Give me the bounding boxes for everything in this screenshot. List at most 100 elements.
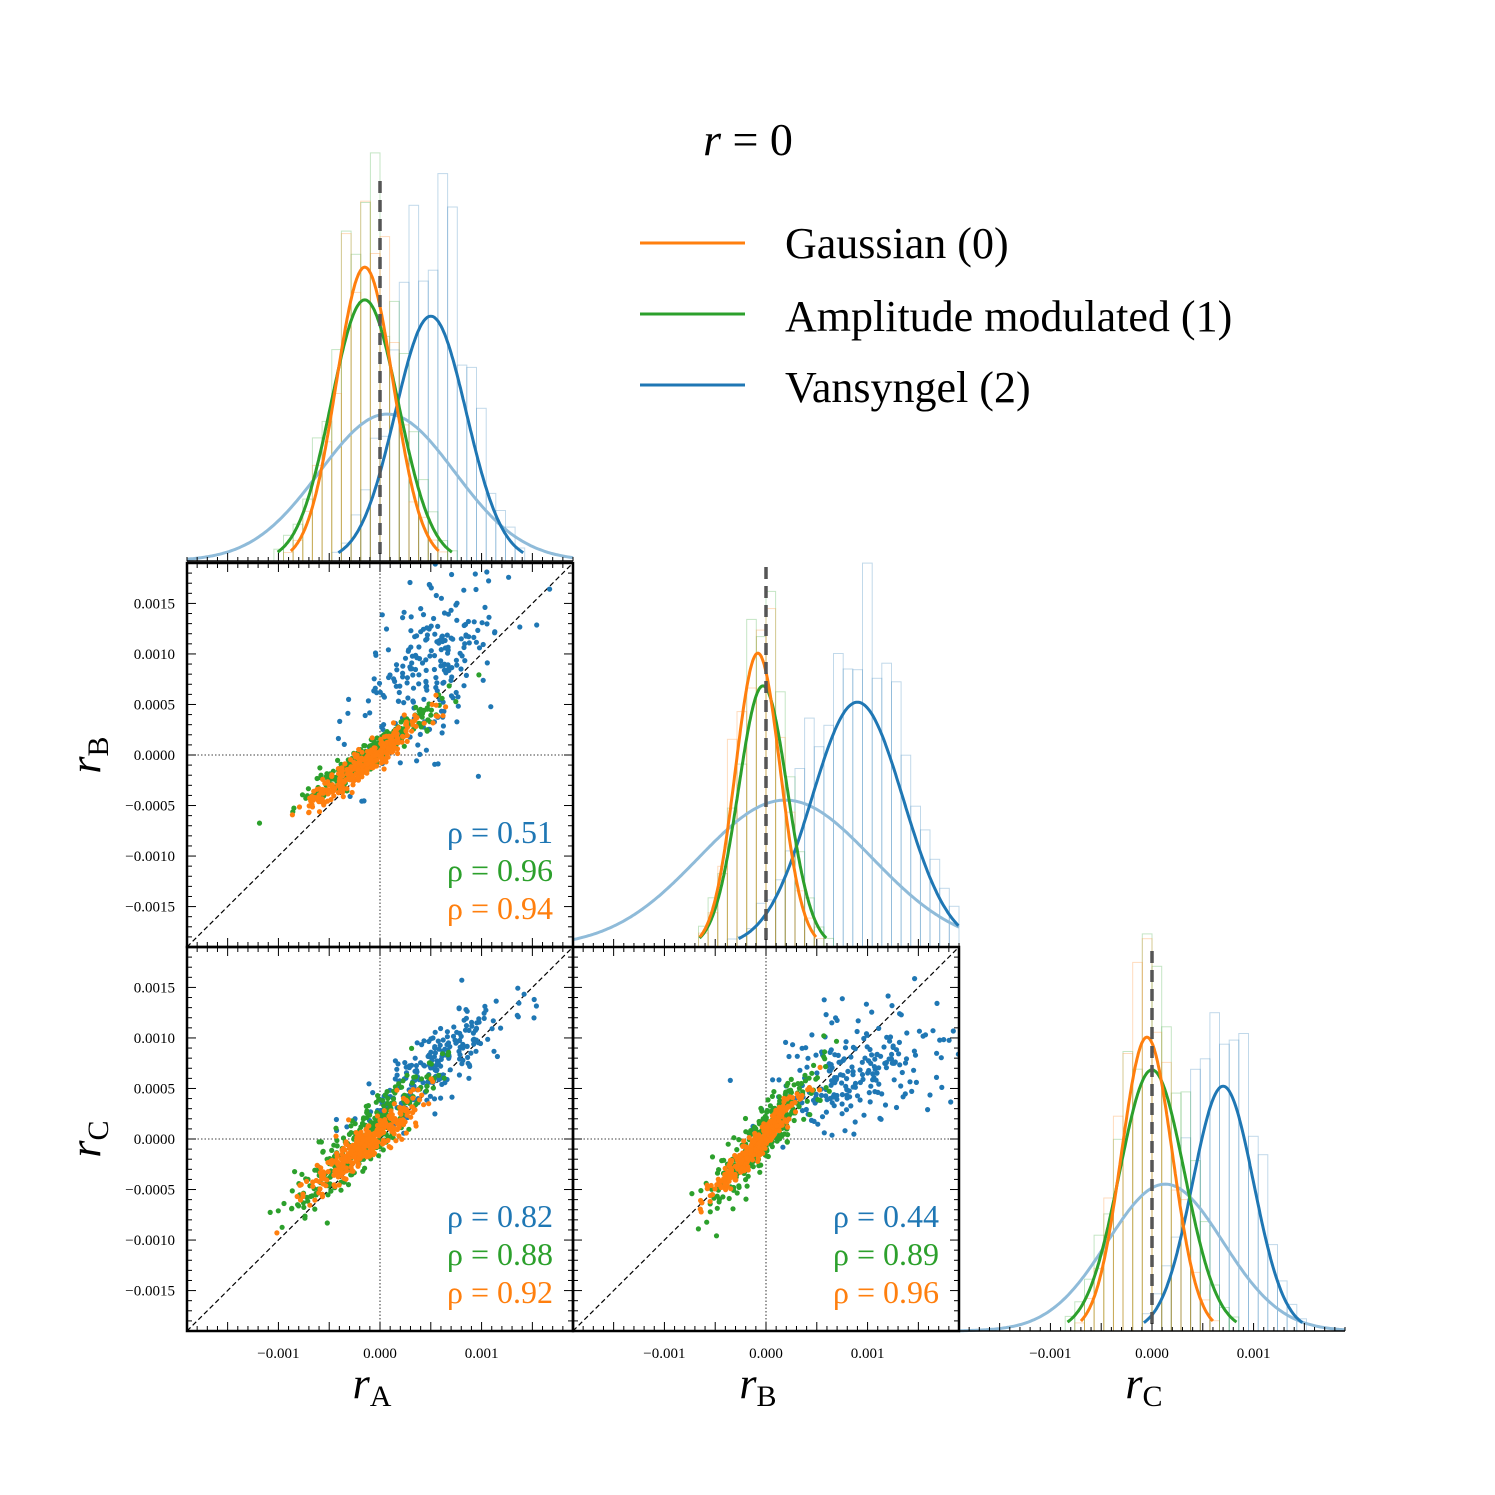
scatter-point: [420, 612, 427, 618]
scatter-point: [428, 707, 434, 713]
scatter-point: [438, 636, 445, 642]
scatter-point: [382, 758, 389, 764]
scatter-point: [374, 1127, 380, 1133]
scatter-point: [289, 812, 295, 818]
axis-var: r: [739, 1359, 757, 1408]
scatter-point: [362, 1143, 368, 1149]
scatter-point: [328, 1158, 334, 1164]
scatter-point: [341, 1175, 347, 1181]
scatter-point: [725, 1141, 731, 1147]
scatter-point: [826, 1061, 832, 1067]
scatter-point: [493, 998, 499, 1004]
histogram-bar: [891, 681, 902, 948]
scatter-point: [409, 719, 415, 725]
scatter-point: [403, 1106, 409, 1112]
scatter-point: [371, 676, 377, 682]
scatter-point: [709, 1154, 716, 1160]
scatter-point: [716, 1179, 722, 1185]
scatter-point: [364, 748, 371, 755]
scatter-point: [851, 1131, 857, 1137]
y-axis-label: rC: [61, 1120, 115, 1157]
scatter-point: [909, 1088, 915, 1094]
scatter-point: [913, 1079, 920, 1085]
scatter-point: [872, 1089, 878, 1095]
scatter-point: [370, 1136, 376, 1142]
scatter-point: [432, 1044, 438, 1050]
scatter-point: [472, 571, 478, 577]
scatter-point: [454, 662, 460, 668]
scatter-point: [788, 1087, 794, 1093]
x-tick-label: 0.000: [749, 1346, 783, 1362]
histogram-bar: [919, 829, 931, 948]
scatter-point: [408, 614, 414, 620]
scatter-point: [427, 653, 433, 659]
scatter-point: [839, 1111, 845, 1117]
scatter-point: [844, 1076, 850, 1082]
scatter-point: [456, 1072, 462, 1078]
scatter-point: [340, 1170, 346, 1176]
scatter-point: [301, 1204, 307, 1210]
scatter-point: [848, 1054, 854, 1060]
scatter-point: [784, 1096, 790, 1102]
scatter-point: [736, 1184, 742, 1190]
scatter-point: [440, 713, 446, 719]
scatter-point: [857, 1079, 864, 1086]
scatter-point: [431, 615, 437, 622]
scatter-point: [498, 1025, 504, 1031]
scatter-point: [722, 1171, 728, 1177]
scatter-point: [439, 730, 445, 736]
scatter-point: [373, 1099, 379, 1105]
scatter-point: [457, 1056, 463, 1062]
scatter-point: [408, 1114, 414, 1120]
scatter-point: [444, 1034, 450, 1040]
scatter-point: [891, 1077, 897, 1083]
density-curve-gaussian: [698, 651, 818, 938]
scatter-point: [756, 1140, 763, 1147]
scatter-point: [409, 660, 415, 666]
scatter-point: [848, 1103, 854, 1109]
scatter-point: [874, 1070, 880, 1076]
scatter-point: [318, 789, 324, 795]
scatter-point: [373, 652, 379, 658]
density-curve-vansyngel: [1142, 1084, 1304, 1324]
scatter-point: [370, 753, 376, 759]
histogram-bar: [1074, 1322, 1086, 1332]
scatter-point: [344, 1124, 350, 1130]
scatter-point: [340, 789, 346, 795]
scatter-point: [349, 789, 355, 796]
scatter-point: [946, 1037, 952, 1043]
scatter-point: [476, 1016, 482, 1022]
scatter-point: [436, 1046, 442, 1052]
scatter-point: [521, 991, 527, 997]
scatter-point: [432, 1050, 438, 1056]
scatter-point: [391, 1101, 397, 1107]
scatter-point: [809, 1032, 815, 1038]
scatter-point: [337, 783, 343, 790]
scatter-point: [412, 1055, 418, 1061]
scatter-point: [404, 732, 410, 739]
scatter-point: [385, 1095, 391, 1102]
scatter-point: [809, 1087, 815, 1093]
scatter-point: [335, 1159, 341, 1166]
scatter-point: [745, 1173, 751, 1179]
scatter-point: [814, 1070, 820, 1076]
y-tick-label: −0.0010: [125, 1233, 175, 1249]
histogram-bar: [823, 937, 835, 948]
scatter-point: [394, 1066, 400, 1072]
scatter-point: [760, 1117, 766, 1123]
scatter-point: [317, 1186, 323, 1192]
scatter-point: [885, 993, 891, 999]
scatter-point: [831, 1103, 837, 1109]
scatter-point: [374, 752, 380, 758]
scatter-point: [317, 765, 323, 771]
scatter-point: [309, 1193, 315, 1199]
scatter-point: [390, 1096, 397, 1102]
scatter-panel-CA: [187, 947, 573, 1331]
scatter-point: [879, 1091, 885, 1097]
scatter-point: [889, 1003, 895, 1009]
scatter-point: [394, 746, 401, 752]
scatter-point: [877, 1115, 883, 1121]
scatter-point: [416, 672, 422, 678]
scatter-point: [304, 1178, 310, 1184]
